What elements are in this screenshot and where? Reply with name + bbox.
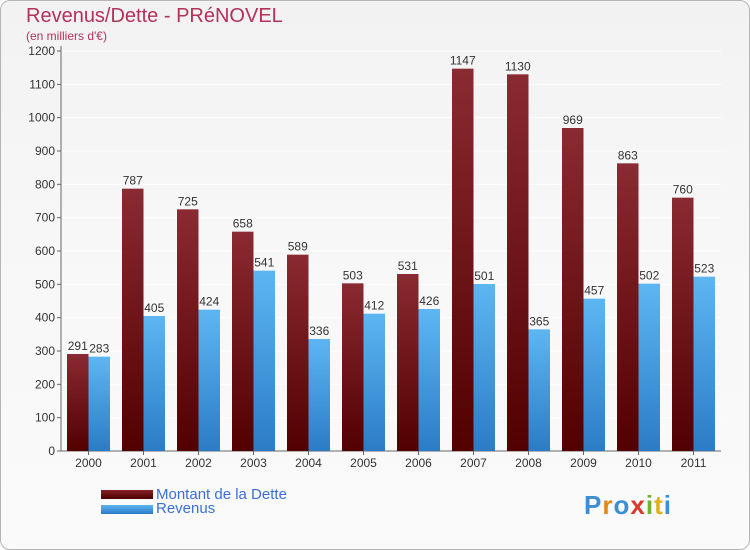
bar-revenus	[418, 309, 440, 451]
bar-dette	[507, 74, 529, 451]
x-tick-label: 2005	[350, 456, 377, 470]
legend-label-dette: Montant de la Dette	[156, 486, 287, 503]
y-tick-label: 0	[48, 444, 55, 458]
bar-dette	[342, 283, 364, 451]
x-tick-label: 2004	[295, 456, 322, 470]
bar-dette	[672, 197, 694, 451]
data-label-dette: 658	[233, 217, 253, 231]
logo-letter: t	[654, 490, 664, 520]
x-tick-label: 2010	[625, 456, 652, 470]
x-tick-label: 2009	[570, 456, 597, 470]
bar-dette	[177, 209, 199, 451]
chart-title: Revenus/Dette - PRéNOVEL	[26, 5, 283, 27]
bar-revenus	[638, 283, 660, 451]
x-tick-label: 2007	[460, 456, 487, 470]
legend-label-revenus: Revenus	[156, 500, 216, 517]
bar-revenus	[88, 356, 110, 451]
legend-swatch-revenus	[101, 505, 153, 514]
data-label-dette: 531	[398, 259, 418, 273]
logo-letter: x	[630, 490, 646, 520]
bar-dette	[562, 128, 584, 451]
logo-letter: i	[663, 490, 672, 520]
bar-dette	[397, 274, 419, 451]
y-tick-label: 300	[35, 344, 55, 358]
legend-swatch-dette	[101, 490, 153, 499]
y-tick-label: 700	[35, 211, 55, 225]
proxiti-logo: Proxiti	[584, 490, 672, 521]
data-label-dette: 760	[673, 183, 693, 197]
data-label-dette: 589	[288, 240, 308, 254]
data-label-revenus: 424	[199, 295, 219, 309]
data-label-dette: 863	[618, 148, 638, 162]
x-tick-label: 2000	[75, 456, 102, 470]
x-tick-label: 2011	[681, 456, 707, 470]
data-label-revenus: 541	[254, 256, 274, 270]
data-label-revenus: 457	[584, 284, 604, 298]
bar-revenus	[693, 276, 715, 451]
y-tick-label: 400	[35, 311, 55, 325]
y-tick-label: 1200	[28, 44, 55, 58]
data-label-dette: 725	[178, 194, 198, 208]
data-label-dette: 787	[123, 174, 143, 188]
y-tick-label: 100	[35, 411, 55, 425]
y-tick-label: 1000	[28, 111, 55, 125]
data-label-revenus: 426	[419, 294, 439, 308]
bar-revenus	[363, 313, 385, 451]
chart-subtitle: (en milliers d'€)	[26, 29, 107, 43]
y-tick-label: 900	[35, 144, 55, 158]
logo-letter: o	[613, 490, 631, 520]
bar-revenus	[583, 298, 605, 451]
bar-revenus	[253, 270, 275, 451]
data-label-dette: 503	[343, 268, 363, 282]
data-label-dette: 1147	[450, 54, 476, 68]
y-tick-label: 600	[35, 244, 55, 258]
bar-revenus	[528, 329, 550, 451]
bar-dette	[67, 354, 89, 451]
data-label-dette: 1130	[505, 59, 531, 73]
data-label-dette: 969	[563, 113, 583, 127]
y-tick-label: 500	[35, 277, 55, 291]
x-tick-label: 2006	[405, 456, 432, 470]
logo-letter: i	[645, 490, 655, 520]
data-label-revenus: 412	[364, 299, 384, 313]
bar-dette	[122, 188, 144, 451]
bar-dette	[617, 163, 639, 452]
data-label-revenus: 501	[474, 269, 494, 283]
data-label-revenus: 283	[89, 342, 109, 356]
data-label-revenus: 365	[529, 314, 549, 328]
bar-revenus	[198, 309, 220, 451]
data-label-dette: 291	[68, 339, 88, 353]
y-tick-label: 1100	[29, 77, 55, 91]
y-tick-label: 800	[35, 177, 55, 191]
bar-revenus	[308, 339, 330, 451]
data-label-revenus: 523	[694, 262, 714, 276]
bar-dette	[232, 231, 254, 451]
bar-dette	[452, 68, 474, 452]
data-label-revenus: 405	[144, 301, 164, 315]
data-label-revenus: 336	[309, 324, 329, 338]
y-tick-label: 200	[35, 377, 55, 391]
bar-revenus	[143, 316, 165, 451]
logo-letter: P	[584, 490, 603, 520]
x-tick-label: 2001	[130, 456, 157, 470]
x-tick-label: 2002	[185, 456, 212, 470]
bar-revenus	[473, 284, 495, 451]
x-tick-label: 2008	[515, 456, 542, 470]
logo-letter: r	[602, 490, 614, 520]
data-label-revenus: 502	[639, 269, 659, 283]
x-tick-label: 2003	[240, 456, 267, 470]
bar-dette	[287, 254, 309, 451]
